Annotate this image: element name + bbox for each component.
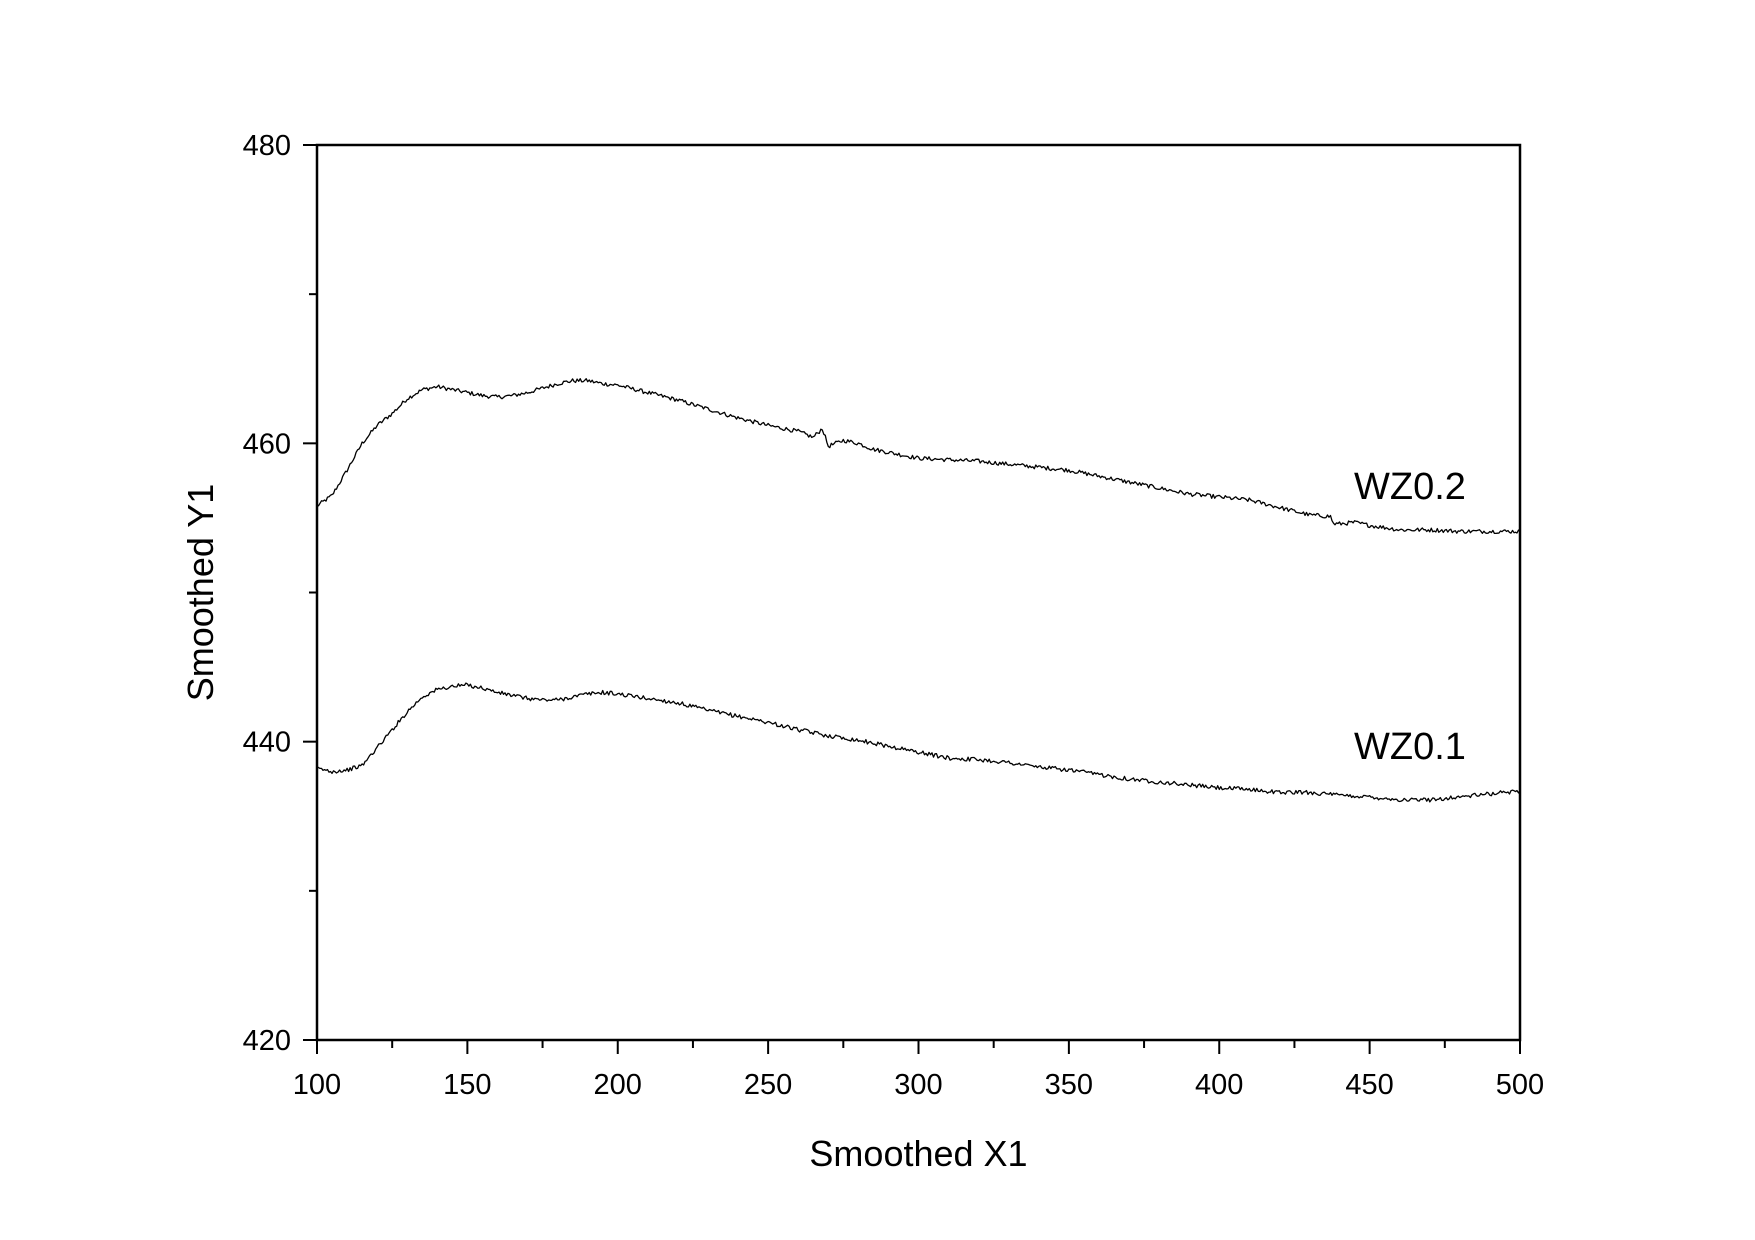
x-tick-label: 450 [1345,1069,1393,1101]
labels-layer: 100 150 200 250 300 350 400 450 500 420 440 460 480 W… [243,130,1545,1101]
x-tick-label: 250 [744,1069,792,1101]
y-tick-label: 480 [243,130,291,162]
ticks-layer [303,144,1521,1054]
x-tick-label: 500 [1496,1069,1544,1101]
series-layer [316,378,1521,803]
y-tick-label: 460 [243,428,291,460]
x-tick-label: 350 [1045,1069,1093,1101]
plot-frame [315,143,1522,1042]
series-label: WZ0.2 [1354,466,1466,508]
series-line-wz0-1 [316,682,1521,803]
y-tick-label: 440 [243,727,291,759]
series-line-wz0-2 [316,378,1521,535]
series-label: WZ0.1 [1354,726,1466,768]
x-tick-label: 150 [443,1069,491,1101]
x-tick-label: 100 [293,1069,341,1101]
x-tick-label: 200 [594,1069,642,1101]
y-axis-title: Smoothed Y1 [180,484,221,702]
x-tick-label: 300 [894,1069,942,1101]
x-axis-title: Smoothed X1 [809,1133,1027,1174]
y-tick-label: 420 [243,1025,291,1057]
x-tick-label: 400 [1195,1069,1243,1101]
